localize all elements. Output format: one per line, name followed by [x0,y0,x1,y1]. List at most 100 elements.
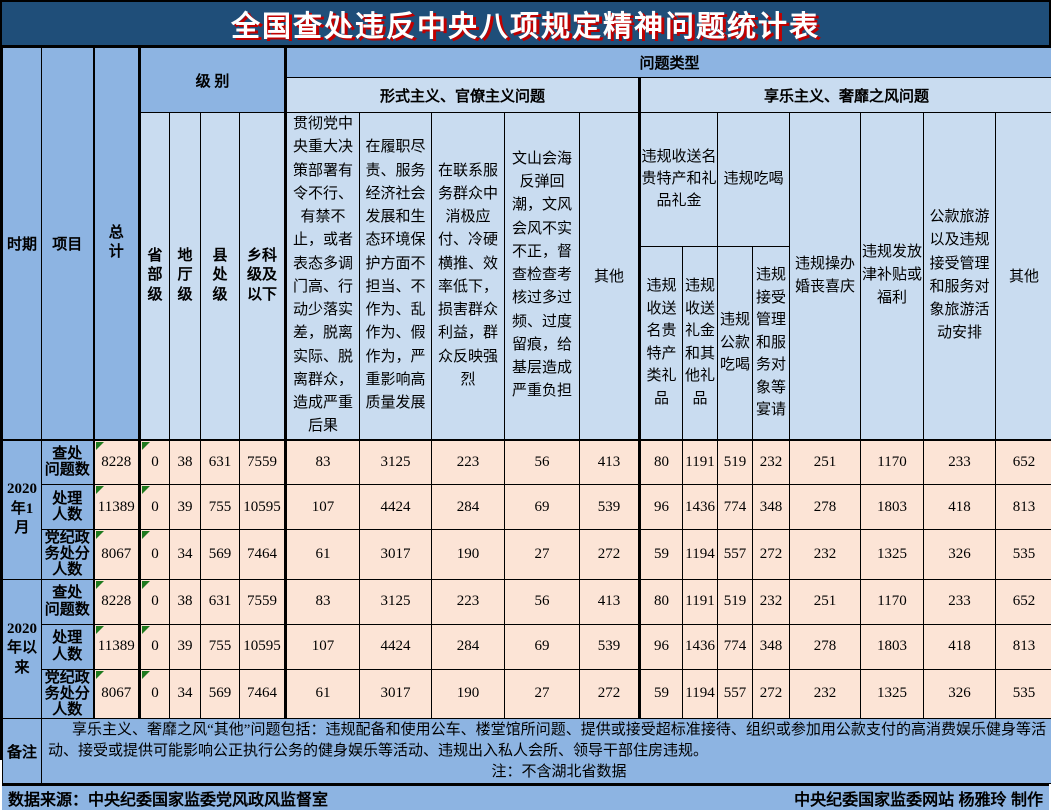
data-cell: 652 [996,440,1051,485]
header-level-group: 级 别 [140,48,286,113]
data-cell: 813 [996,485,1051,530]
row-label: 处理 人数 [42,485,94,530]
data-cell: 69 [505,624,580,669]
data-cell: 326 [924,669,996,719]
data-cell: 413 [580,579,640,624]
data-cell: 652 [996,579,1051,624]
data-cell: 1436 [683,485,718,530]
data-cell: 3125 [360,440,432,485]
data-cell: 80 [640,440,683,485]
data-cell: 251 [790,579,861,624]
data-cell: 631 [201,440,240,485]
data-cell: 8228 [94,579,140,624]
data-cell: 83 [286,440,360,485]
row-label: 党纪政 务处分 人数 [42,530,94,580]
data-cell: 272 [580,530,640,580]
data-source-text: 数据来源：中央纪委国家监委党风政风监督室 [8,786,328,810]
data-cell: 0 [140,485,170,530]
data-cell: 1191 [683,579,718,624]
data-cell: 61 [286,669,360,719]
data-cell: 96 [640,485,683,530]
data-cell: 1170 [861,579,924,624]
data-cell: 0 [140,579,170,624]
data-cell: 1325 [861,669,924,719]
data-cell: 1325 [861,530,924,580]
data-cell: 3017 [360,669,432,719]
data-cell: 233 [924,440,996,485]
header-formalism-group: 形式主义、官僚主义问题 [286,78,640,113]
data-cell: 348 [753,624,790,669]
header-hedonism-col-other: 其他 [996,113,1051,440]
header-item: 项目 [42,48,94,440]
data-cell: 418 [924,485,996,530]
data-cell: 413 [580,440,640,485]
data-cell: 8067 [94,669,140,719]
data-cell: 8067 [94,530,140,580]
footer-bar: 数据来源：中央纪委国家监委党风政风监督室 中央纪委国家监委网站 杨雅玲 制作 [2,784,1049,810]
data-cell: 11389 [94,624,140,669]
header-formalism-col-other: 其他 [580,113,640,440]
data-cell: 539 [580,624,640,669]
row-label: 党纪政 务处分 人数 [42,669,94,719]
header-formalism-col-meetings: 文山会海反弹回潮，文风会风不实不正，督查检查考核过多过频、过度留痕，给基层造成严… [505,113,580,440]
data-cell: 0 [140,624,170,669]
data-row: 党纪政 务处分 人数 8067 0 34 569 7464 61 3017 19… [3,530,1051,580]
header-hedonism-col-travel: 公款旅游以及违规接受管理和服务对象旅游活动安排 [924,113,996,440]
data-cell: 755 [201,624,240,669]
data-row: 处理 人数 11389 0 39 755 10595 107 4424 284 … [3,485,1051,530]
data-cell: 223 [432,579,505,624]
data-cell: 10595 [240,624,286,669]
data-cell: 813 [996,624,1051,669]
data-cell: 569 [201,669,240,719]
data-cell: 774 [718,485,753,530]
header-row-1: 时期 项目 总 计 级 别 问题类型 [3,48,1051,78]
data-row: 处理 人数 11389 0 39 755 10595 107 4424 284 … [3,624,1051,669]
data-cell: 535 [996,530,1051,580]
data-cell: 7559 [240,440,286,485]
data-cell: 278 [790,624,861,669]
data-cell: 7464 [240,669,286,719]
data-cell: 326 [924,530,996,580]
remark-label: 备注 [3,719,42,784]
data-cell: 272 [753,669,790,719]
data-cell: 774 [718,624,753,669]
data-cell: 557 [718,669,753,719]
header-hedonism-col-weddings: 违规操办婚丧喜庆 [790,113,861,440]
data-cell: 232 [753,579,790,624]
data-row: 党纪政 务处分 人数 8067 0 34 569 7464 61 3017 19… [3,669,1051,719]
data-cell: 27 [505,669,580,719]
header-level-prefecture: 地 厅 级 [170,113,201,440]
data-cell: 519 [718,579,753,624]
header-hedonism-group: 享乐主义、奢靡之风问题 [640,78,1051,113]
header-level-provincial: 省 部 级 [140,113,170,440]
data-cell: 284 [432,624,505,669]
data-cell: 0 [140,440,170,485]
header-dining-col-banquets: 违规接受管理和服务对象等宴请 [753,247,790,440]
data-cell: 0 [140,530,170,580]
data-cell: 39 [170,485,201,530]
remark-row: 备注 享乐主义、奢靡之风“其他”问题包括：违规配备和使用公车、楼堂馆所问题、提供… [3,719,1051,784]
data-cell: 34 [170,530,201,580]
data-cell: 190 [432,669,505,719]
header-formalism-col-duty: 在履职尽责、服务经济社会发展和生态环境保护方面不担当、不作为、乱作为、假作为，严… [360,113,432,440]
data-cell: 3017 [360,530,432,580]
data-row: 2020 年以 来 查处 问题数 8228 0 38 631 7559 83 3… [3,579,1051,624]
header-level-county: 县 处 级 [201,113,240,440]
data-cell: 272 [580,669,640,719]
data-cell: 519 [718,440,753,485]
remark-content: 享乐主义、奢靡之风“其他”问题包括：违规配备和使用公车、楼堂馆所问题、提供或接受… [42,719,1051,784]
data-cell: 232 [790,669,861,719]
header-problem-type-group: 问题类型 [286,48,1051,78]
data-cell: 80 [640,579,683,624]
data-cell: 233 [924,579,996,624]
row-label: 查处 问题数 [42,579,94,624]
data-row: 2020 年1 月 查处 问题数 8228 0 38 631 7559 83 3… [3,440,1051,485]
data-cell: 232 [790,530,861,580]
header-gift-group: 违规收送名贵特产和礼品礼金 [640,113,718,247]
data-cell: 7464 [240,530,286,580]
data-cell: 1803 [861,485,924,530]
header-total: 总 计 [94,48,140,440]
data-cell: 11389 [94,485,140,530]
data-cell: 631 [201,579,240,624]
data-cell: 96 [640,624,683,669]
